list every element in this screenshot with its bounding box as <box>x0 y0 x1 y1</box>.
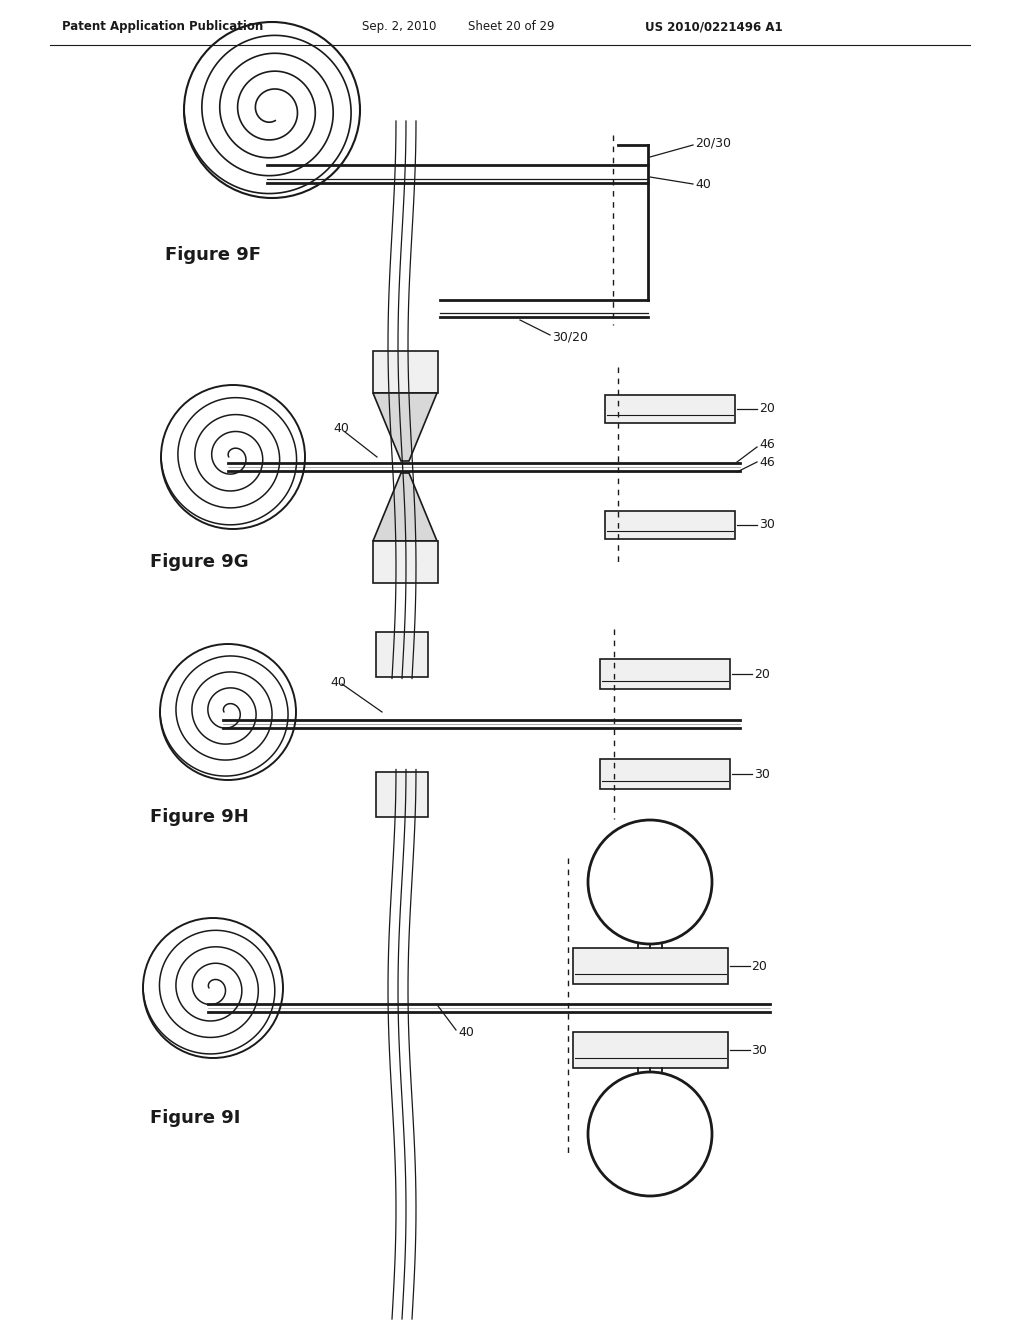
FancyBboxPatch shape <box>605 395 735 422</box>
Text: 30: 30 <box>754 767 770 780</box>
Text: 20/30: 20/30 <box>695 136 731 149</box>
Text: 40: 40 <box>458 1026 474 1039</box>
Text: 20: 20 <box>754 668 770 681</box>
Text: 30/20: 30/20 <box>552 330 588 343</box>
Text: Figure 9I: Figure 9I <box>150 1109 241 1127</box>
Text: Figure 9H: Figure 9H <box>150 808 249 826</box>
Text: 46: 46 <box>759 455 775 469</box>
FancyBboxPatch shape <box>605 511 735 539</box>
Text: 46: 46 <box>759 438 775 451</box>
Text: Sep. 2, 2010: Sep. 2, 2010 <box>362 20 436 33</box>
FancyBboxPatch shape <box>600 759 730 789</box>
Text: Patent Application Publication: Patent Application Publication <box>62 20 263 33</box>
Text: US 2010/0221496 A1: US 2010/0221496 A1 <box>645 20 782 33</box>
FancyBboxPatch shape <box>600 659 730 689</box>
FancyBboxPatch shape <box>572 1032 727 1068</box>
Text: 30: 30 <box>752 1044 767 1056</box>
Text: 40: 40 <box>695 177 711 190</box>
FancyBboxPatch shape <box>376 631 428 676</box>
Polygon shape <box>373 473 437 541</box>
Text: 30: 30 <box>759 519 775 532</box>
FancyBboxPatch shape <box>572 948 727 983</box>
Text: 40: 40 <box>330 676 346 689</box>
Text: 20: 20 <box>752 960 767 973</box>
FancyBboxPatch shape <box>373 541 437 583</box>
FancyBboxPatch shape <box>376 771 428 817</box>
Text: 20: 20 <box>759 403 775 416</box>
Text: 40: 40 <box>333 422 349 436</box>
Text: Figure 9F: Figure 9F <box>165 246 261 264</box>
Text: Sheet 20 of 29: Sheet 20 of 29 <box>468 20 555 33</box>
Text: Figure 9G: Figure 9G <box>150 553 249 572</box>
FancyBboxPatch shape <box>373 351 437 393</box>
Polygon shape <box>373 393 437 461</box>
